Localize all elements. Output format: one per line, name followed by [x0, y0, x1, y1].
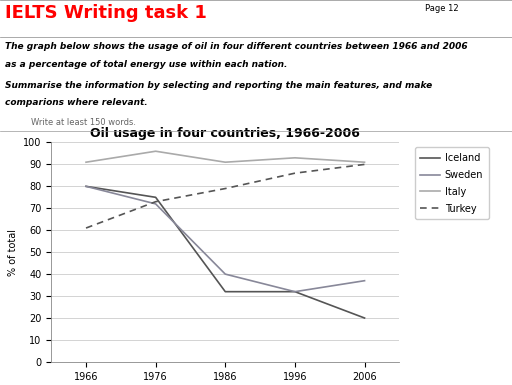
Italy	[153, 149, 159, 154]
Sweden	[83, 184, 89, 189]
Line: Sweden: Sweden	[86, 186, 365, 292]
Text: comparions where relevant.: comparions where relevant.	[5, 98, 148, 107]
Text: The graph below shows the usage of oil in four different countries between 1966 : The graph below shows the usage of oil i…	[5, 42, 468, 51]
Title: Oil usage in four countries, 1966-2006: Oil usage in four countries, 1966-2006	[90, 127, 360, 140]
Text: Summarise the information by selecting and reporting the main features, and make: Summarise the information by selecting a…	[5, 81, 432, 90]
Text: as a percentage of total energy use within each nation.: as a percentage of total energy use with…	[5, 60, 288, 69]
Line: Iceland: Iceland	[86, 186, 365, 318]
Italy	[83, 160, 89, 164]
Turkey	[153, 199, 159, 204]
Turkey	[222, 186, 228, 191]
Line: Italy: Italy	[86, 151, 365, 162]
Iceland	[83, 184, 89, 189]
Turkey	[83, 226, 89, 230]
Y-axis label: % of total: % of total	[8, 229, 17, 276]
Turkey	[292, 171, 298, 176]
Sweden	[222, 272, 228, 276]
Sweden	[292, 290, 298, 294]
Text: Write at least 150 words.: Write at least 150 words.	[31, 118, 136, 127]
Iceland	[222, 290, 228, 294]
Iceland	[361, 316, 368, 320]
Text: IELTS Writing task 1: IELTS Writing task 1	[5, 4, 207, 22]
Iceland	[153, 195, 159, 200]
Turkey	[361, 162, 368, 167]
Line: Turkey: Turkey	[86, 164, 365, 228]
Sweden	[361, 278, 368, 283]
Text: Page 12: Page 12	[425, 4, 459, 13]
Italy	[222, 160, 228, 164]
Legend: Iceland, Sweden, Italy, Turkey: Iceland, Sweden, Italy, Turkey	[415, 147, 489, 219]
Italy	[292, 156, 298, 160]
Sweden	[153, 202, 159, 206]
Italy	[361, 160, 368, 164]
Iceland	[292, 290, 298, 294]
